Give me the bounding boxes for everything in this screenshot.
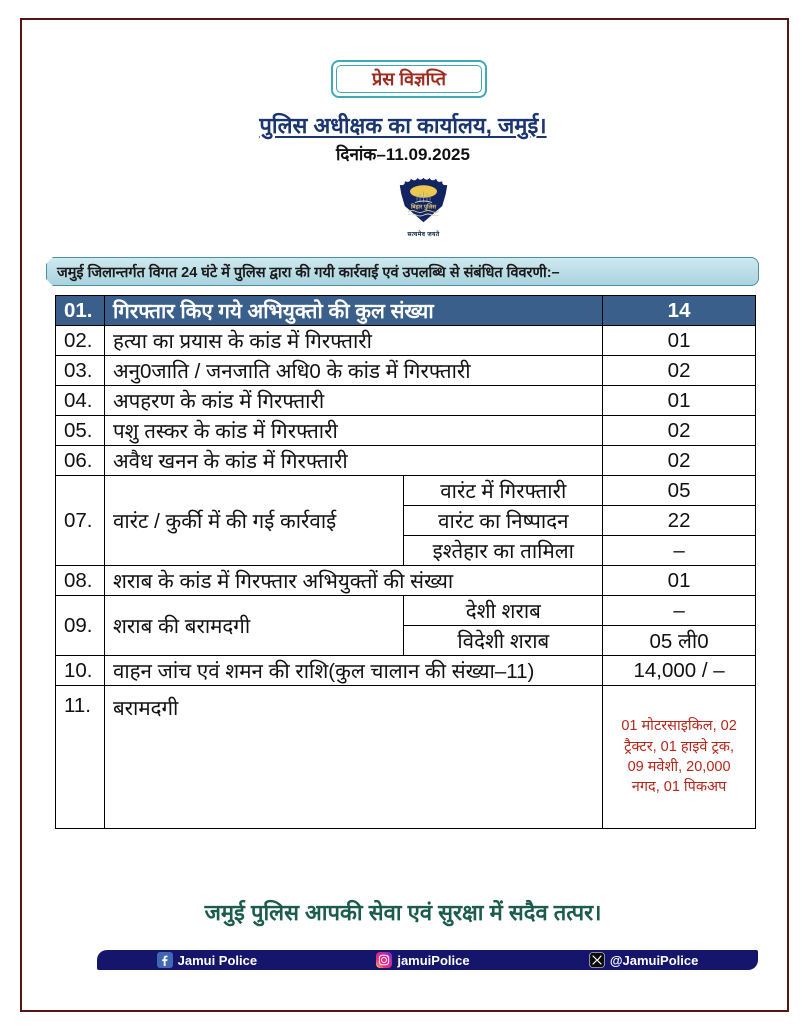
svg-text:बिहार पुलिस: बिहार पुलिस [410,203,436,211]
